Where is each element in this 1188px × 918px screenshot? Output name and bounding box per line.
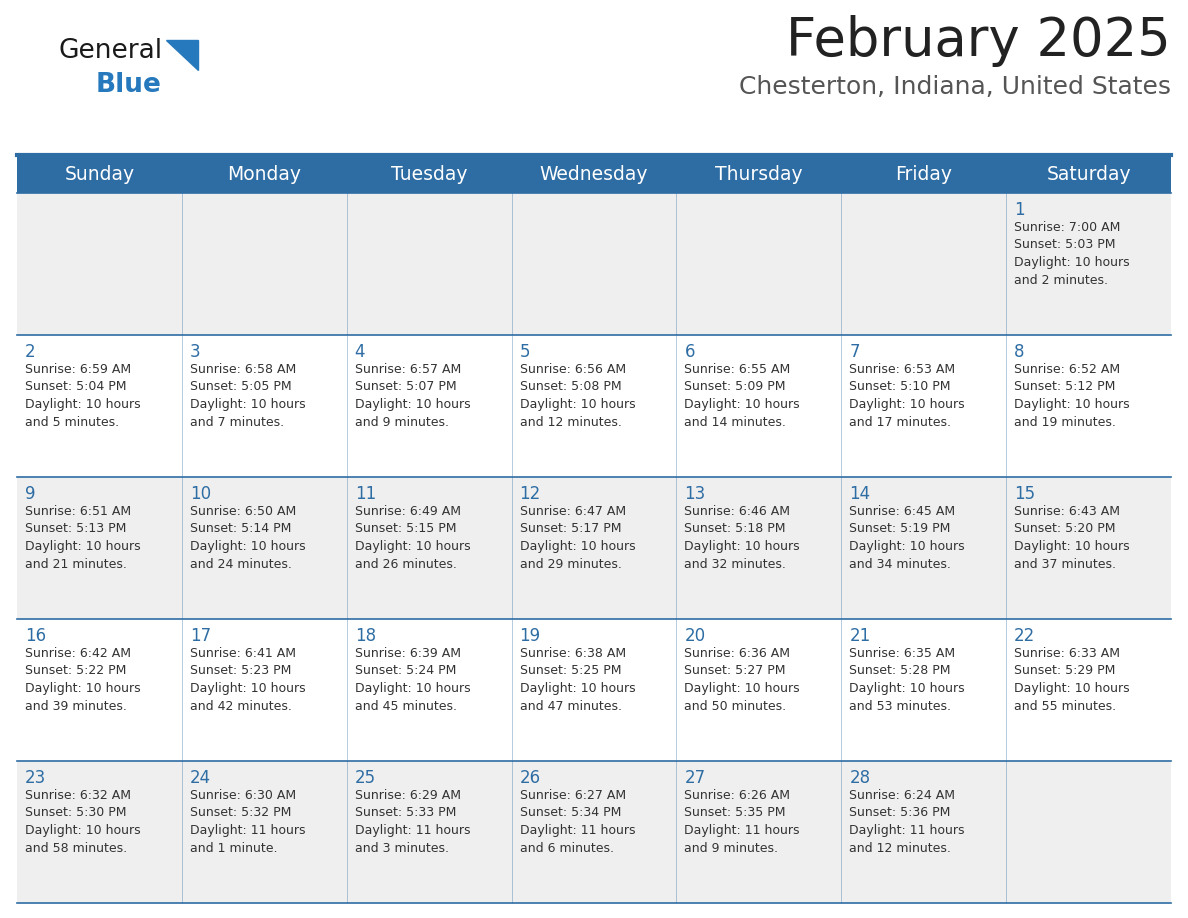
Text: 7: 7 <box>849 343 860 361</box>
Text: 23: 23 <box>25 769 46 787</box>
Text: 15: 15 <box>1015 485 1035 503</box>
Text: Tuesday: Tuesday <box>391 164 467 184</box>
Text: Sunrise: 6:30 AM
Sunset: 5:32 PM
Daylight: 11 hours
and 1 minute.: Sunrise: 6:30 AM Sunset: 5:32 PM Dayligh… <box>190 789 305 855</box>
Text: Sunrise: 6:24 AM
Sunset: 5:36 PM
Daylight: 11 hours
and 12 minutes.: Sunrise: 6:24 AM Sunset: 5:36 PM Dayligh… <box>849 789 965 855</box>
Text: 11: 11 <box>355 485 375 503</box>
Text: Sunrise: 6:46 AM
Sunset: 5:18 PM
Daylight: 10 hours
and 32 minutes.: Sunrise: 6:46 AM Sunset: 5:18 PM Dayligh… <box>684 505 800 570</box>
Text: Sunday: Sunday <box>64 164 134 184</box>
Text: Sunrise: 6:35 AM
Sunset: 5:28 PM
Daylight: 10 hours
and 53 minutes.: Sunrise: 6:35 AM Sunset: 5:28 PM Dayligh… <box>849 647 965 712</box>
Text: Sunrise: 6:57 AM
Sunset: 5:07 PM
Daylight: 10 hours
and 9 minutes.: Sunrise: 6:57 AM Sunset: 5:07 PM Dayligh… <box>355 363 470 429</box>
Text: 25: 25 <box>355 769 375 787</box>
Text: 24: 24 <box>190 769 211 787</box>
Bar <box>17 155 1171 193</box>
Text: 28: 28 <box>849 769 871 787</box>
Text: Sunrise: 6:42 AM
Sunset: 5:22 PM
Daylight: 10 hours
and 39 minutes.: Sunrise: 6:42 AM Sunset: 5:22 PM Dayligh… <box>25 647 140 712</box>
Polygon shape <box>166 40 198 70</box>
Bar <box>17 761 1171 903</box>
Text: 16: 16 <box>25 627 46 645</box>
Text: Sunrise: 7:00 AM
Sunset: 5:03 PM
Daylight: 10 hours
and 2 minutes.: Sunrise: 7:00 AM Sunset: 5:03 PM Dayligh… <box>1015 221 1130 286</box>
Text: Sunrise: 6:53 AM
Sunset: 5:10 PM
Daylight: 10 hours
and 17 minutes.: Sunrise: 6:53 AM Sunset: 5:10 PM Dayligh… <box>849 363 965 429</box>
Text: Saturday: Saturday <box>1047 164 1131 184</box>
Text: 12: 12 <box>519 485 541 503</box>
Text: 26: 26 <box>519 769 541 787</box>
Text: 17: 17 <box>190 627 211 645</box>
Text: Sunrise: 6:56 AM
Sunset: 5:08 PM
Daylight: 10 hours
and 12 minutes.: Sunrise: 6:56 AM Sunset: 5:08 PM Dayligh… <box>519 363 636 429</box>
Text: Sunrise: 6:51 AM
Sunset: 5:13 PM
Daylight: 10 hours
and 21 minutes.: Sunrise: 6:51 AM Sunset: 5:13 PM Dayligh… <box>25 505 140 570</box>
Text: 8: 8 <box>1015 343 1024 361</box>
Text: February 2025: February 2025 <box>786 15 1171 67</box>
Text: 4: 4 <box>355 343 365 361</box>
Text: General: General <box>58 38 162 64</box>
Text: 20: 20 <box>684 627 706 645</box>
Bar <box>17 619 1171 761</box>
Text: Sunrise: 6:52 AM
Sunset: 5:12 PM
Daylight: 10 hours
and 19 minutes.: Sunrise: 6:52 AM Sunset: 5:12 PM Dayligh… <box>1015 363 1130 429</box>
Text: Sunrise: 6:33 AM
Sunset: 5:29 PM
Daylight: 10 hours
and 55 minutes.: Sunrise: 6:33 AM Sunset: 5:29 PM Dayligh… <box>1015 647 1130 712</box>
Text: Blue: Blue <box>96 72 162 98</box>
Text: 1: 1 <box>1015 201 1025 219</box>
Text: 27: 27 <box>684 769 706 787</box>
Bar <box>17 193 1171 335</box>
Text: Sunrise: 6:41 AM
Sunset: 5:23 PM
Daylight: 10 hours
and 42 minutes.: Sunrise: 6:41 AM Sunset: 5:23 PM Dayligh… <box>190 647 305 712</box>
Text: Sunrise: 6:58 AM
Sunset: 5:05 PM
Daylight: 10 hours
and 7 minutes.: Sunrise: 6:58 AM Sunset: 5:05 PM Dayligh… <box>190 363 305 429</box>
Text: Sunrise: 6:29 AM
Sunset: 5:33 PM
Daylight: 11 hours
and 3 minutes.: Sunrise: 6:29 AM Sunset: 5:33 PM Dayligh… <box>355 789 470 855</box>
Text: 5: 5 <box>519 343 530 361</box>
Text: Sunrise: 6:43 AM
Sunset: 5:20 PM
Daylight: 10 hours
and 37 minutes.: Sunrise: 6:43 AM Sunset: 5:20 PM Dayligh… <box>1015 505 1130 570</box>
Bar <box>17 477 1171 619</box>
Text: 3: 3 <box>190 343 201 361</box>
Text: Sunrise: 6:32 AM
Sunset: 5:30 PM
Daylight: 10 hours
and 58 minutes.: Sunrise: 6:32 AM Sunset: 5:30 PM Dayligh… <box>25 789 140 855</box>
Text: Sunrise: 6:39 AM
Sunset: 5:24 PM
Daylight: 10 hours
and 45 minutes.: Sunrise: 6:39 AM Sunset: 5:24 PM Dayligh… <box>355 647 470 712</box>
Text: 13: 13 <box>684 485 706 503</box>
Text: Sunrise: 6:27 AM
Sunset: 5:34 PM
Daylight: 11 hours
and 6 minutes.: Sunrise: 6:27 AM Sunset: 5:34 PM Dayligh… <box>519 789 636 855</box>
Text: 21: 21 <box>849 627 871 645</box>
Text: 14: 14 <box>849 485 871 503</box>
Text: Friday: Friday <box>896 164 953 184</box>
Text: 18: 18 <box>355 627 375 645</box>
Text: Sunrise: 6:49 AM
Sunset: 5:15 PM
Daylight: 10 hours
and 26 minutes.: Sunrise: 6:49 AM Sunset: 5:15 PM Dayligh… <box>355 505 470 570</box>
Text: Chesterton, Indiana, United States: Chesterton, Indiana, United States <box>739 75 1171 99</box>
Text: Sunrise: 6:36 AM
Sunset: 5:27 PM
Daylight: 10 hours
and 50 minutes.: Sunrise: 6:36 AM Sunset: 5:27 PM Dayligh… <box>684 647 800 712</box>
Text: 10: 10 <box>190 485 211 503</box>
Text: Sunrise: 6:59 AM
Sunset: 5:04 PM
Daylight: 10 hours
and 5 minutes.: Sunrise: 6:59 AM Sunset: 5:04 PM Dayligh… <box>25 363 140 429</box>
Text: Wednesday: Wednesday <box>539 164 649 184</box>
Text: Sunrise: 6:26 AM
Sunset: 5:35 PM
Daylight: 11 hours
and 9 minutes.: Sunrise: 6:26 AM Sunset: 5:35 PM Dayligh… <box>684 789 800 855</box>
Bar <box>17 335 1171 477</box>
Text: Monday: Monday <box>227 164 302 184</box>
Text: 6: 6 <box>684 343 695 361</box>
Text: Sunrise: 6:38 AM
Sunset: 5:25 PM
Daylight: 10 hours
and 47 minutes.: Sunrise: 6:38 AM Sunset: 5:25 PM Dayligh… <box>519 647 636 712</box>
Text: Sunrise: 6:50 AM
Sunset: 5:14 PM
Daylight: 10 hours
and 24 minutes.: Sunrise: 6:50 AM Sunset: 5:14 PM Dayligh… <box>190 505 305 570</box>
Text: Sunrise: 6:55 AM
Sunset: 5:09 PM
Daylight: 10 hours
and 14 minutes.: Sunrise: 6:55 AM Sunset: 5:09 PM Dayligh… <box>684 363 800 429</box>
Text: Sunrise: 6:47 AM
Sunset: 5:17 PM
Daylight: 10 hours
and 29 minutes.: Sunrise: 6:47 AM Sunset: 5:17 PM Dayligh… <box>519 505 636 570</box>
Text: Thursday: Thursday <box>715 164 803 184</box>
Text: 22: 22 <box>1015 627 1036 645</box>
Text: Sunrise: 6:45 AM
Sunset: 5:19 PM
Daylight: 10 hours
and 34 minutes.: Sunrise: 6:45 AM Sunset: 5:19 PM Dayligh… <box>849 505 965 570</box>
Text: 19: 19 <box>519 627 541 645</box>
Text: 2: 2 <box>25 343 36 361</box>
Text: 9: 9 <box>25 485 36 503</box>
